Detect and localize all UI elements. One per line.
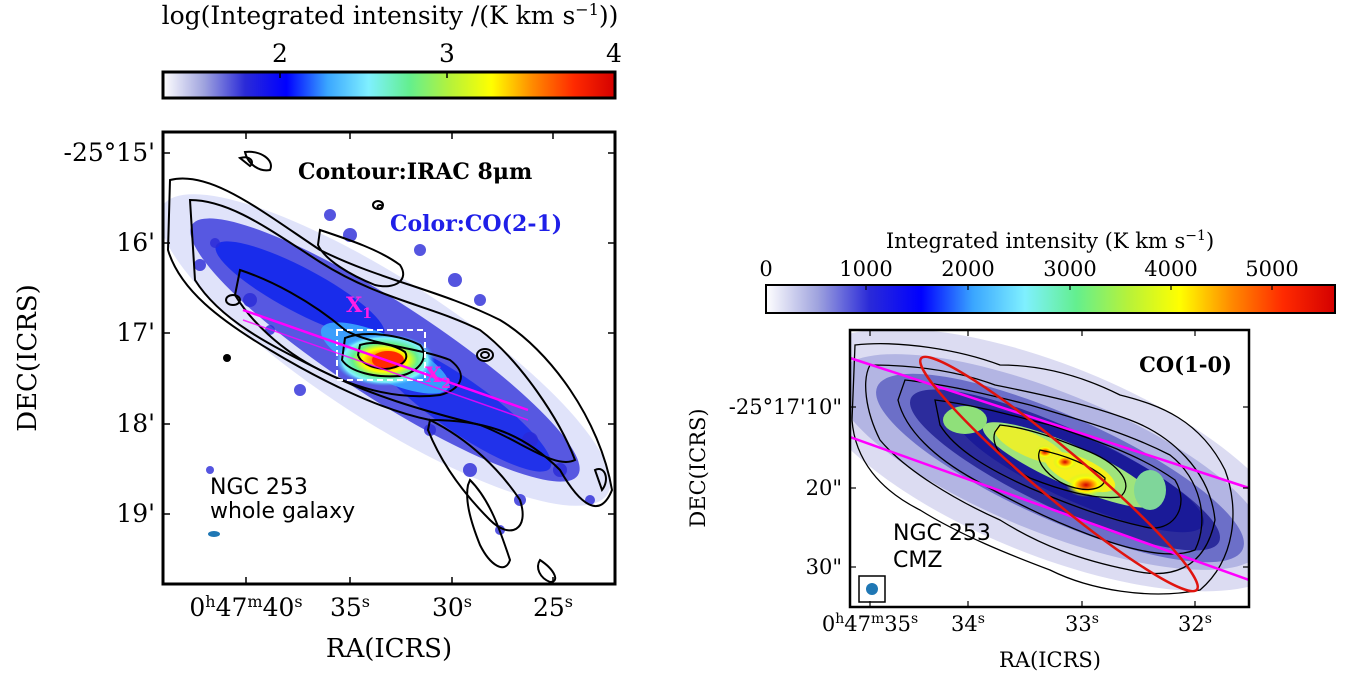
right-ylabel: DEC(ICRS) (686, 408, 710, 527)
right-ytick-label: 30" (806, 555, 842, 579)
left-xlabel: RA(ICRS) (326, 634, 452, 664)
right-cut-line (850, 435, 1249, 582)
left-ylabel: DEC(ICRS) (13, 284, 43, 432)
right-colorbar-tick-label: 0 (759, 257, 772, 281)
right-annot-line: CO(1-0) (1139, 352, 1232, 377)
left-xtick-label: 0h47m40s (189, 592, 302, 622)
left-beam (208, 531, 220, 537)
left-colorbar-tick-label: 2 (272, 39, 288, 68)
right-xtick-label: 0h47m35s (822, 611, 918, 636)
right-colorbar (765, 284, 1336, 314)
right-beam (866, 583, 878, 595)
right-ytick-marks (850, 406, 1249, 568)
left-map-frame (161, 130, 617, 586)
right-xtick-label: 33s (1065, 611, 1099, 636)
left-xtick-marks (245, 132, 554, 584)
left-xtick-label: 35s (330, 592, 370, 622)
left-annot-color: Color:CO(2-1) (390, 211, 562, 237)
left-ytick-label: 18' (116, 409, 155, 438)
left-ytick-marks (163, 152, 615, 515)
right-colorbar-label: Integrated intensity (K km s−1) (886, 228, 1214, 253)
left-zoom-box (336, 329, 426, 381)
left-ytick-label: -25°15' (64, 138, 155, 167)
right-annot-name: CMZ (893, 548, 942, 573)
right-ytick-label: -25°17'10" (729, 395, 842, 419)
right-map-image (850, 330, 1249, 607)
right-colorbar-ticks (865, 285, 1273, 290)
right-colorbar-tick-label: 5000 (1245, 257, 1298, 281)
left-xtick-label: 25s (533, 592, 573, 622)
right-xlabel: RA(ICRS) (999, 648, 1101, 672)
left-colorbar-label: log(Integrated intensity /(K km s−1)) (162, 0, 619, 30)
left-ytick-label: 17' (116, 318, 155, 347)
right-map-frame (848, 328, 1251, 609)
left-annot-name: NGC 253 (210, 475, 308, 500)
left-colorbar-tick-label: 3 (439, 39, 455, 68)
right-colorbar-tick-label: 2000 (941, 257, 994, 281)
right-xtick-label: 34s (951, 611, 985, 636)
right-xtick-marks (869, 330, 1196, 607)
left-colorbar-tick-label: 4 (606, 39, 622, 68)
left-annot-name: whole galaxy (210, 499, 355, 524)
left-colorbar (161, 70, 617, 100)
left-contours (166, 150, 614, 584)
right-cut-line (850, 356, 1249, 490)
left-marker-x1: X1 (346, 292, 372, 322)
right-colorbar-tick-label: 4000 (1144, 257, 1197, 281)
right-ytick-label: 20" (806, 476, 842, 500)
left-cut-line (242, 308, 529, 412)
right-annot-name: NGC 253 (893, 521, 991, 546)
right-colorbar-tick-label: 1000 (839, 257, 892, 281)
left-marker-x2: X2 (425, 362, 451, 392)
left-ytick-label: 19' (116, 499, 155, 528)
right-colorbar-tick-label: 3000 (1043, 257, 1096, 281)
left-cut-line (242, 319, 529, 421)
left-annot-contour: Contour:IRAC 8μm (298, 159, 532, 185)
left-xtick-label: 30s (432, 592, 472, 622)
left-ytick-label: 16' (116, 228, 155, 257)
left-map-image (163, 132, 615, 584)
right-xtick-label: 32s (1178, 611, 1212, 636)
right-cmz-ellipse (919, 355, 1199, 593)
